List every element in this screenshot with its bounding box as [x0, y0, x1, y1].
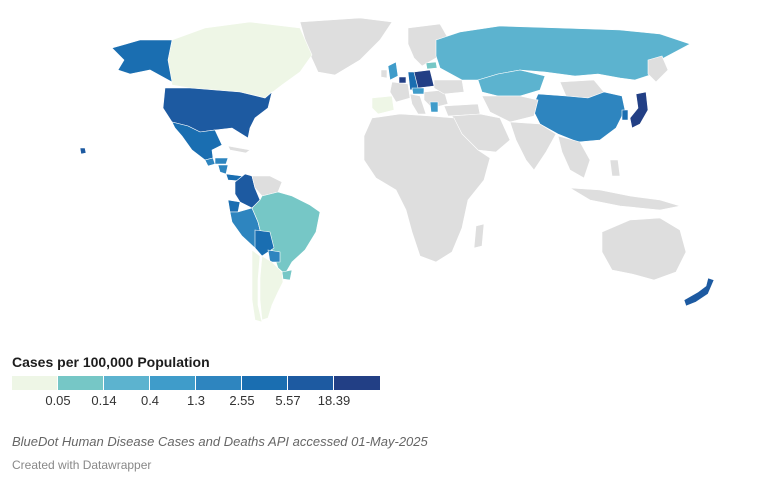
- country-cuba[interactable]: [227, 145, 251, 154]
- country-chile[interactable]: [251, 249, 263, 323]
- country-kazakhstan[interactable]: [477, 69, 546, 97]
- country-brazil[interactable]: [251, 191, 321, 275]
- country-belgium[interactable]: [398, 76, 407, 84]
- country-alaska[interactable]: [111, 39, 173, 83]
- legend-tick-label: 0.4: [140, 393, 160, 408]
- legend-swatch: [150, 376, 196, 390]
- country-argentina[interactable]: [259, 255, 284, 321]
- country-scandinavia[interactable]: [407, 23, 449, 67]
- country-uruguay[interactable]: [281, 269, 293, 281]
- legend-swatch: [288, 376, 334, 390]
- legend-swatch: [12, 376, 58, 390]
- country-czechia[interactable]: [411, 87, 425, 95]
- region-central-asia[interactable]: [481, 95, 539, 123]
- country-nicaragua[interactable]: [217, 164, 229, 175]
- region-kamchatka[interactable]: [647, 55, 669, 83]
- legend-tick-label: 0.05: [45, 393, 71, 408]
- legend-title: Cases per 100,000 Population: [12, 354, 210, 370]
- country-spain[interactable]: [371, 95, 395, 115]
- country-united-kingdom[interactable]: [387, 61, 399, 81]
- credit-link[interactable]: Created with Datawrapper: [12, 458, 152, 472]
- country-greece[interactable]: [429, 101, 439, 113]
- country-ukraine[interactable]: [433, 79, 465, 95]
- legend-color-scale: [12, 376, 380, 390]
- legend-tick-label: 1.3: [186, 393, 206, 408]
- country-russia[interactable]: [435, 25, 691, 81]
- legend-tick-labels: 0.05 0.14 0.4 1.3 2.55 5.57 18.39: [12, 393, 380, 413]
- legend-swatch: [58, 376, 104, 390]
- country-latvia[interactable]: [425, 61, 438, 70]
- region-africa[interactable]: [363, 113, 491, 263]
- country-italy[interactable]: [409, 93, 427, 115]
- legend-swatch: [104, 376, 150, 390]
- source-note: BlueDot Human Disease Cases and Deaths A…: [12, 434, 428, 449]
- country-indonesia[interactable]: [569, 187, 681, 211]
- country-australia[interactable]: [601, 217, 687, 281]
- legend-swatch: [242, 376, 288, 390]
- country-france[interactable]: [389, 81, 411, 103]
- country-paraguay[interactable]: [267, 249, 281, 263]
- map-legend: Cases per 100,000 Population 0.05 0.14 0.4…: [12, 354, 380, 413]
- country-hawaii[interactable]: [79, 147, 87, 155]
- country-canada[interactable]: [167, 21, 313, 99]
- country-japan[interactable]: [629, 91, 649, 129]
- legend-tick-label: 5.57: [275, 393, 301, 408]
- country-new-zealand[interactable]: [683, 277, 715, 307]
- choropleth-map: [79, 17, 715, 323]
- region-southeast-asia[interactable]: [557, 135, 591, 179]
- legend-tick-label: 0.14: [91, 393, 117, 408]
- legend-tick-label: 18.39: [317, 393, 351, 408]
- country-greenland[interactable]: [299, 17, 393, 76]
- country-ireland[interactable]: [380, 69, 388, 79]
- country-south-korea[interactable]: [621, 109, 629, 121]
- country-honduras[interactable]: [214, 157, 229, 165]
- country-ecuador[interactable]: [227, 199, 241, 213]
- legend-swatch: [196, 376, 242, 390]
- world-map-svg: [79, 17, 715, 323]
- legend-swatch: [334, 376, 380, 390]
- country-mexico[interactable]: [171, 121, 223, 161]
- country-madagascar[interactable]: [473, 223, 485, 249]
- country-india[interactable]: [509, 121, 557, 171]
- country-bolivia[interactable]: [254, 229, 275, 257]
- legend-tick-label: 2.55: [229, 393, 255, 408]
- country-philippines[interactable]: [609, 159, 621, 177]
